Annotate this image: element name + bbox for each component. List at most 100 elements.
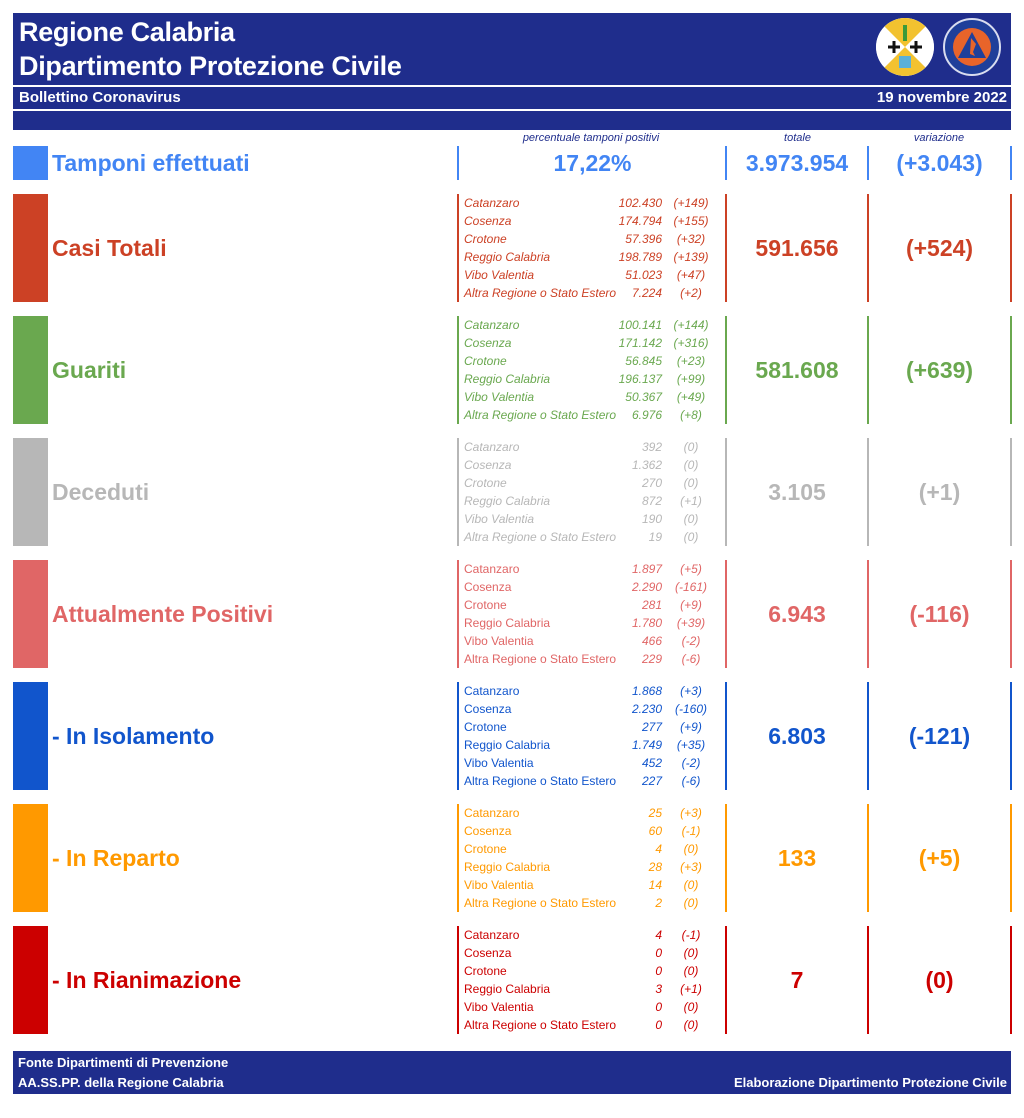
province-value: 2.290 bbox=[631, 580, 662, 594]
province-value: 2 bbox=[655, 896, 662, 910]
regione-calabria-emblem-icon bbox=[876, 18, 934, 76]
in-reparto-color-swatch bbox=[13, 804, 48, 912]
attualmente-positivi-total: 6.943 bbox=[768, 601, 826, 627]
province-value: 174.794 bbox=[618, 214, 662, 228]
province-name: Cosenza bbox=[464, 580, 512, 594]
province-name: Cosenza bbox=[464, 702, 512, 716]
province-variation: (+149) bbox=[673, 196, 709, 210]
column-divider bbox=[1010, 804, 1012, 912]
province-row: Catanzaro 1.868 (+3) bbox=[464, 682, 720, 700]
province-row: Crotone 277 (+9) bbox=[464, 718, 720, 736]
in-reparto-province-breakdown: Catanzaro 25 (+3) Cosenza 60 (-1) Croton… bbox=[464, 804, 720, 912]
province-row: Cosenza 2.230 (-160) bbox=[464, 700, 720, 718]
guariti-total: 581.608 bbox=[755, 357, 839, 383]
in-rianimazione-province-breakdown: Catanzaro 4 (-1) Cosenza 0 (0) Crotone 0… bbox=[464, 926, 720, 1034]
province-row: Cosenza 2.290 (-161) bbox=[464, 578, 720, 596]
province-name: Reggio Calabria bbox=[464, 616, 551, 630]
province-value: 392 bbox=[641, 440, 662, 454]
province-variation: (+316) bbox=[673, 336, 709, 350]
province-variation: (-2) bbox=[681, 634, 701, 648]
province-name: Reggio Calabria bbox=[464, 372, 551, 386]
province-row: Catanzaro 1.897 (+5) bbox=[464, 560, 720, 578]
province-variation: (+9) bbox=[680, 720, 702, 734]
deceduti-province-breakdown: Catanzaro 392 (0) Cosenza 1.362 (0) Crot… bbox=[464, 438, 720, 546]
column-divider bbox=[867, 194, 869, 302]
province-variation: (0) bbox=[683, 1000, 699, 1014]
section-casi-totali: Casi Totali Catanzaro 102.430 (+149) Cos… bbox=[0, 194, 1024, 304]
province-name: Vibo Valentia bbox=[464, 390, 535, 404]
section-attualmente-positivi: Attualmente Positivi Catanzaro 1.897 (+5… bbox=[0, 560, 1024, 670]
province-row: Cosenza 0 (0) bbox=[464, 944, 720, 962]
column-divider bbox=[1010, 438, 1012, 546]
deceduti-color-swatch bbox=[13, 438, 48, 546]
attualmente-positivi-color-swatch bbox=[13, 560, 48, 668]
province-row: Reggio Calabria 198.789 (+139) bbox=[464, 248, 720, 266]
province-row: Altra Regione o Stato Estero 0 (0) bbox=[464, 1016, 720, 1034]
province-variation: (+5) bbox=[680, 562, 702, 576]
bulletin-date: 19 novembre 2022 bbox=[876, 89, 1007, 106]
tamponi-label: Tamponi effettuati bbox=[52, 150, 250, 176]
province-row: Altra Regione o Stato Estero 227 (-6) bbox=[464, 772, 720, 790]
in-reparto-variation: (+5) bbox=[918, 845, 961, 871]
province-value: 0 bbox=[655, 1000, 662, 1014]
section-in-isolamento: - In Isolamento Catanzaro 1.868 (+3) Cos… bbox=[0, 682, 1024, 792]
in-isolamento-province-breakdown: Catanzaro 1.868 (+3) Cosenza 2.230 (-160… bbox=[464, 682, 720, 790]
province-name: Catanzaro bbox=[464, 806, 520, 820]
subtitle-bar: Bollettino Coronavirus 19 novembre 2022 bbox=[13, 87, 1011, 109]
province-name: Crotone bbox=[464, 598, 507, 612]
province-variation: (-1) bbox=[681, 928, 701, 942]
province-value: 196.137 bbox=[618, 372, 662, 386]
province-name: Crotone bbox=[464, 354, 507, 368]
province-value: 281 bbox=[641, 598, 662, 612]
column-divider bbox=[1010, 146, 1012, 180]
province-name: Reggio Calabria bbox=[464, 250, 551, 264]
province-value: 1.362 bbox=[631, 458, 662, 472]
column-divider bbox=[867, 438, 869, 546]
province-row: Reggio Calabria 872 (+1) bbox=[464, 492, 720, 510]
province-variation: (+1) bbox=[680, 494, 702, 508]
in-rianimazione-color-swatch bbox=[13, 926, 48, 1034]
province-name: Crotone bbox=[464, 720, 507, 734]
province-variation: (+139) bbox=[673, 250, 709, 264]
column-divider bbox=[1010, 560, 1012, 668]
province-row: Altra Regione o Stato Estero 229 (-6) bbox=[464, 650, 720, 668]
province-value: 198.789 bbox=[618, 250, 662, 264]
province-variation: (+3) bbox=[680, 860, 702, 874]
province-variation: (+3) bbox=[680, 684, 702, 698]
section-guariti: Guariti Catanzaro 100.141 (+144) Cosenza… bbox=[0, 316, 1024, 426]
province-name: Crotone bbox=[464, 842, 507, 856]
province-row: Reggio Calabria 3 (+1) bbox=[464, 980, 720, 998]
province-name: Reggio Calabria bbox=[464, 982, 551, 996]
deceduti-variation: (+1) bbox=[918, 479, 961, 505]
province-name: Vibo Valentia bbox=[464, 878, 534, 892]
province-variation: (0) bbox=[683, 458, 699, 472]
province-name: Crotone bbox=[464, 476, 507, 490]
column-divider bbox=[867, 560, 869, 668]
protezione-civile-calabria-icon bbox=[943, 18, 1001, 76]
footer-banner: Fonte Dipartimenti di Prevenzione AA.SS.… bbox=[13, 1051, 1011, 1094]
province-value: 227 bbox=[641, 774, 662, 788]
column-divider bbox=[725, 438, 727, 546]
casi-totali-variation: (+524) bbox=[905, 235, 974, 261]
province-value: 0 bbox=[655, 1018, 662, 1032]
column-divider bbox=[725, 926, 727, 1034]
province-value: 51.023 bbox=[625, 268, 662, 282]
province-value: 1.749 bbox=[631, 738, 662, 752]
province-row: Catanzaro 102.430 (+149) bbox=[464, 194, 720, 212]
column-divider bbox=[1010, 194, 1012, 302]
province-variation: (+35) bbox=[676, 738, 706, 752]
column-divider bbox=[457, 926, 459, 1034]
province-row: Vibo Valentia 14 (0) bbox=[464, 876, 720, 894]
province-variation: (+8) bbox=[680, 408, 702, 422]
province-variation: (0) bbox=[683, 964, 699, 978]
province-row: Reggio Calabria 196.137 (+99) bbox=[464, 370, 720, 388]
province-variation: (+47) bbox=[676, 268, 706, 282]
column-divider bbox=[1010, 316, 1012, 424]
column-divider bbox=[457, 560, 459, 668]
in-isolamento-total: 6.803 bbox=[768, 723, 826, 749]
column-divider bbox=[457, 194, 459, 302]
title-region: Regione Calabria bbox=[19, 17, 235, 47]
deceduti-total: 3.105 bbox=[768, 479, 826, 505]
footer-source-line1: Fonte Dipartimenti di Prevenzione bbox=[18, 1055, 229, 1070]
column-divider bbox=[457, 682, 459, 790]
